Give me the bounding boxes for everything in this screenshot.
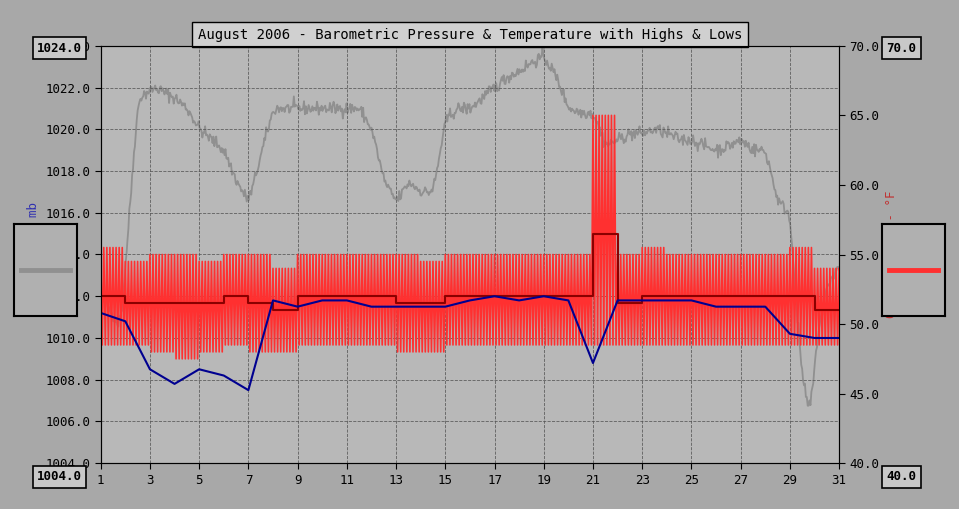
Y-axis label: Barometer - mb: Barometer - mb [27,202,39,307]
Text: 40.0: 40.0 [886,470,917,484]
Title: August 2006 - Barometric Pressure & Temperature with Highs & Lows: August 2006 - Barometric Pressure & Temp… [198,28,742,42]
Text: 70.0: 70.0 [886,42,917,55]
Y-axis label: Outside Temp - °F: Outside Temp - °F [885,191,898,318]
Text: 1024.0: 1024.0 [37,42,82,55]
Text: 1004.0: 1004.0 [37,470,82,484]
